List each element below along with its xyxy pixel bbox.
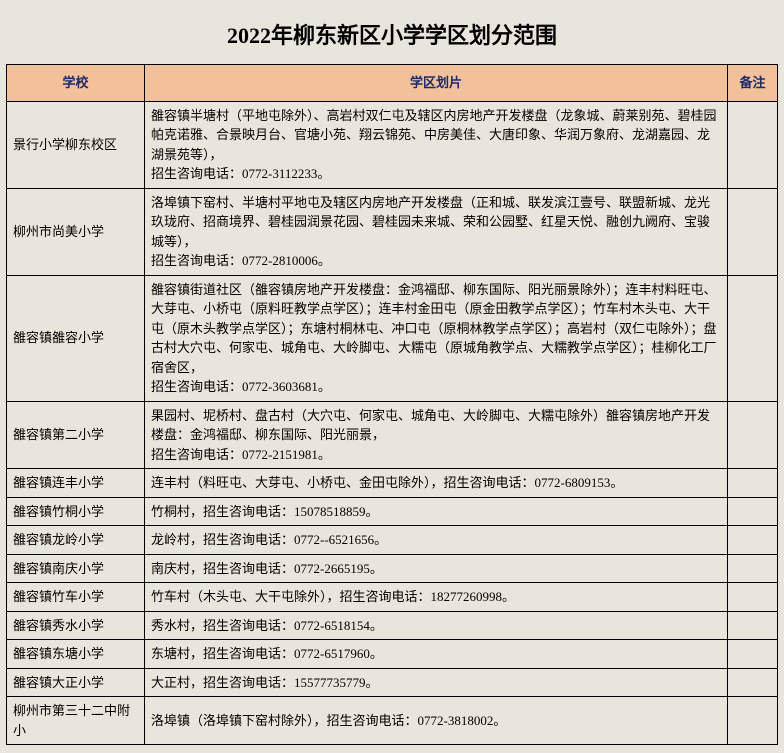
table-row: 柳州市尚美小学洛埠镇下窑村、半塘村平地屯及辖区内房地产开发楼盘（正和城、联发滨江… <box>7 188 778 275</box>
table-row: 雒容镇龙岭小学龙岭村，招生咨询电话：0772--6521656。 <box>7 526 778 555</box>
cell-school: 雒容镇竹桐小学 <box>7 497 145 526</box>
cell-zone: 连丰村（料旺屯、大芽屯、小桥屯、金田屯除外），招生咨询电话：0772-68091… <box>145 469 728 498</box>
school-zone-table: 学校 学区划片 备注 景行小学柳东校区雒容镇半塘村（平地屯除外）、高岩村双仁屯及… <box>6 64 778 745</box>
cell-note <box>728 188 778 275</box>
cell-zone: 秀水村，招生咨询电话：0772-6518154。 <box>145 611 728 640</box>
table-row: 雒容镇秀水小学秀水村，招生咨询电话：0772-6518154。 <box>7 611 778 640</box>
cell-school: 雒容镇第二小学 <box>7 401 145 469</box>
table-row: 雒容镇竹车小学竹车村（木头屯、大干屯除外），招生咨询电话：18277260998… <box>7 583 778 612</box>
cell-note <box>728 275 778 401</box>
table-row: 雒容镇第二小学果园村、坭桥村、盘古村（大穴屯、何家屯、城角屯、大岭脚屯、大糯屯除… <box>7 401 778 469</box>
cell-note <box>728 401 778 469</box>
cell-zone: 雒容镇街道社区（雒容镇房地产开发楼盘：金鸿福邸、柳东国际、阳光丽景除外）；连丰村… <box>145 275 728 401</box>
cell-note <box>728 640 778 669</box>
cell-school: 雒容镇龙岭小学 <box>7 526 145 555</box>
header-school: 学校 <box>7 65 145 102</box>
cell-zone: 洛埠镇下窑村、半塘村平地屯及辖区内房地产开发楼盘（正和城、联发滨江壹号、联盟新城… <box>145 188 728 275</box>
table-row: 雒容镇雒容小学雒容镇街道社区（雒容镇房地产开发楼盘：金鸿福邸、柳东国际、阳光丽景… <box>7 275 778 401</box>
cell-school: 雒容镇连丰小学 <box>7 469 145 498</box>
cell-note <box>728 611 778 640</box>
cell-school: 柳州市尚美小学 <box>7 188 145 275</box>
cell-school: 雒容镇雒容小学 <box>7 275 145 401</box>
cell-school: 雒容镇大正小学 <box>7 668 145 697</box>
cell-zone: 南庆村，招生咨询电话：0772-2665195。 <box>145 554 728 583</box>
cell-note <box>728 697 778 745</box>
header-row: 学校 学区划片 备注 <box>7 65 778 102</box>
table-head: 学校 学区划片 备注 <box>7 65 778 102</box>
cell-school: 雒容镇秀水小学 <box>7 611 145 640</box>
cell-school: 景行小学柳东校区 <box>7 101 145 188</box>
table-row: 景行小学柳东校区雒容镇半塘村（平地屯除外）、高岩村双仁屯及辖区内房地产开发楼盘（… <box>7 101 778 188</box>
table-row: 雒容镇竹桐小学竹桐村，招生咨询电话：15078518859。 <box>7 497 778 526</box>
cell-school: 雒容镇南庆小学 <box>7 554 145 583</box>
cell-school: 雒容镇东塘小学 <box>7 640 145 669</box>
cell-zone: 果园村、坭桥村、盘古村（大穴屯、何家屯、城角屯、大岭脚屯、大糯屯除外）雒容镇房地… <box>145 401 728 469</box>
header-zone: 学区划片 <box>145 65 728 102</box>
table-row: 雒容镇东塘小学东塘村，招生咨询电话：0772-6517960。 <box>7 640 778 669</box>
cell-school: 柳州市第三十二中附小 <box>7 697 145 745</box>
cell-note <box>728 668 778 697</box>
cell-zone: 大正村，招生咨询电话：15577735779。 <box>145 668 728 697</box>
cell-note <box>728 554 778 583</box>
cell-zone: 龙岭村，招生咨询电话：0772--6521656。 <box>145 526 728 555</box>
cell-zone: 竹桐村，招生咨询电话：15078518859。 <box>145 497 728 526</box>
table-row: 雒容镇连丰小学连丰村（料旺屯、大芽屯、小桥屯、金田屯除外），招生咨询电话：077… <box>7 469 778 498</box>
table-row: 雒容镇南庆小学南庆村，招生咨询电话：0772-2665195。 <box>7 554 778 583</box>
page-root: 2022年柳东新区小学学区划分范围 学校 学区划片 备注 景行小学柳东校区雒容镇… <box>0 0 784 753</box>
page-title: 2022年柳东新区小学学区划分范围 <box>6 8 778 64</box>
table-row: 柳州市第三十二中附小洛埠镇（洛埠镇下窑村除外），招生咨询电话：0772-3818… <box>7 697 778 745</box>
cell-note <box>728 469 778 498</box>
cell-zone: 洛埠镇（洛埠镇下窑村除外），招生咨询电话：0772-3818002。 <box>145 697 728 745</box>
header-note: 备注 <box>728 65 778 102</box>
cell-zone: 竹车村（木头屯、大干屯除外），招生咨询电话：18277260998。 <box>145 583 728 612</box>
cell-school: 雒容镇竹车小学 <box>7 583 145 612</box>
cell-note <box>728 583 778 612</box>
table-row: 雒容镇大正小学大正村，招生咨询电话：15577735779。 <box>7 668 778 697</box>
cell-note <box>728 101 778 188</box>
table-body: 景行小学柳东校区雒容镇半塘村（平地屯除外）、高岩村双仁屯及辖区内房地产开发楼盘（… <box>7 101 778 745</box>
cell-note <box>728 526 778 555</box>
cell-zone: 东塘村，招生咨询电话：0772-6517960。 <box>145 640 728 669</box>
cell-note <box>728 497 778 526</box>
cell-zone: 雒容镇半塘村（平地屯除外）、高岩村双仁屯及辖区内房地产开发楼盘（龙象城、蔚莱别苑… <box>145 101 728 188</box>
